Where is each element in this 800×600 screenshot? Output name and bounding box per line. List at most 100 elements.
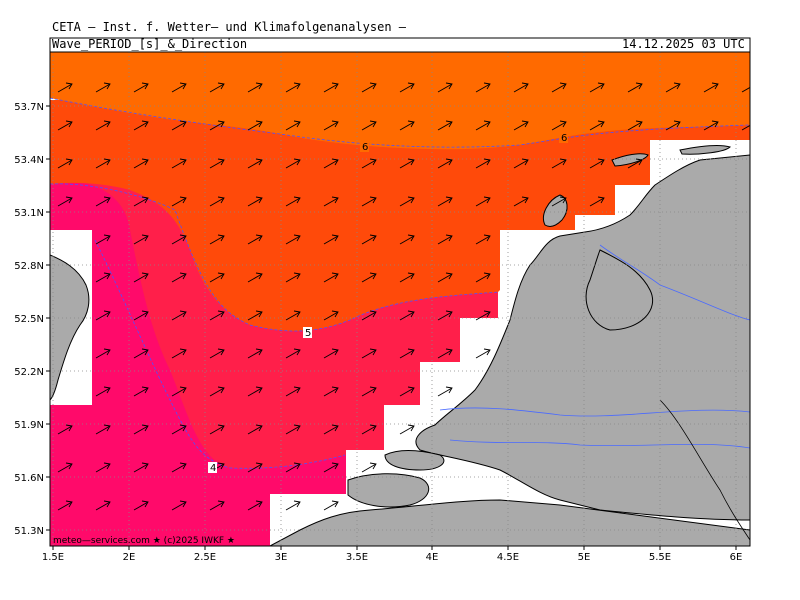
wave-arrow: [171, 82, 187, 93]
border-line: [659, 399, 750, 541]
wave-arrow: [57, 120, 73, 131]
wave-arrow: [589, 120, 605, 131]
wave-arrow: [361, 272, 377, 283]
x-tick-label: 5.5E: [649, 552, 671, 563]
wave-arrow: [475, 234, 491, 245]
wave-arrow: [95, 348, 111, 359]
wave-arrow: [247, 310, 263, 321]
wave-arrow: [361, 158, 377, 169]
wave-arrow: [551, 196, 567, 207]
wave-arrow: [247, 500, 263, 511]
wave-arrow: [95, 120, 111, 131]
wave-arrow: [95, 196, 111, 207]
zeeland-island-2: [347, 473, 430, 508]
x-axis-ticks: 1.5E 2E 2.5E 3E 3.5E 4E 4.5E 5E 5.5E 6E: [42, 546, 742, 563]
header-frame: [49, 37, 751, 53]
wave-arrow: [399, 310, 415, 321]
wave-arrow: [247, 386, 263, 397]
wave-arrow: [285, 500, 301, 511]
institute-title: CETA — Inst. f. Wetter— und Klimafolgena…: [52, 20, 407, 34]
wave-arrow: [285, 272, 301, 283]
wave-arrow: [133, 196, 149, 207]
contour-label-4: 4: [210, 463, 216, 474]
contour-label-6a: 6: [362, 142, 368, 153]
wave-arrow: [57, 424, 73, 435]
y-tick-label: 51.6N: [14, 473, 44, 484]
x-tick-label: 6E: [730, 552, 743, 563]
wave-arrow: [247, 82, 263, 93]
period-zone-6-plus: [50, 52, 750, 150]
x-tick-label: 2.5E: [194, 552, 216, 563]
x-tick-label: 1.5E: [42, 552, 64, 563]
wave-arrow: [361, 310, 377, 321]
wave-arrow: [627, 82, 643, 93]
wave-arrow: [209, 158, 225, 169]
wave-arrow: [475, 310, 491, 321]
x-tick-label: 4.5E: [497, 552, 519, 563]
wave-arrow: [209, 234, 225, 245]
wave-arrow: [323, 348, 339, 359]
wave-arrow: [247, 120, 263, 131]
wave-arrow: [399, 234, 415, 245]
wave-arrow: [95, 272, 111, 283]
wave-arrow: [399, 196, 415, 207]
y-tick-label: 53.4N: [14, 155, 44, 166]
wave-arrow: [285, 386, 301, 397]
wave-arrow: [589, 82, 605, 93]
wave-direction-arrows: [57, 82, 750, 511]
wave-arrow: [437, 234, 453, 245]
wave-arrow: [703, 82, 719, 93]
y-tick-label: 53.7N: [14, 102, 44, 113]
y-tick-label: 52.8N: [14, 261, 44, 272]
wave-arrow: [171, 310, 187, 321]
wave-arrow: [399, 424, 415, 435]
wave-arrow: [361, 82, 377, 93]
y-tick-label: 51.9N: [14, 420, 44, 431]
netherlands-land: [415, 154, 750, 521]
wave-arrow: [323, 386, 339, 397]
wave-arrow: [627, 120, 643, 131]
graticule-grid: [50, 52, 750, 546]
y-tick-label: 52.2N: [14, 367, 44, 378]
wave-arrow: [513, 82, 529, 93]
wave-arrow: [437, 310, 453, 321]
wave-arrow: [323, 158, 339, 169]
wave-arrow: [133, 348, 149, 359]
wave-arrow: [171, 158, 187, 169]
wave-arrow: [285, 158, 301, 169]
ijsselmeer-lake: [585, 249, 653, 331]
wave-arrow: [285, 424, 301, 435]
wave-arrow: [133, 424, 149, 435]
wave-arrow: [589, 158, 605, 169]
wave-arrow: [437, 272, 453, 283]
wave-arrow: [57, 462, 73, 473]
wave-arrow: [285, 462, 301, 473]
y-tick-label: 53.1N: [14, 208, 44, 219]
england-coast: [50, 254, 90, 401]
wave-arrow: [551, 158, 567, 169]
wave-arrow: [171, 500, 187, 511]
wave-arrow: [95, 500, 111, 511]
wave-arrow: [437, 120, 453, 131]
wave-arrow: [361, 386, 377, 397]
wave-arrow: [437, 158, 453, 169]
wave-arrow: [323, 82, 339, 93]
wave-arrow: [551, 120, 567, 131]
wave-arrow: [475, 120, 491, 131]
wave-arrow: [399, 386, 415, 397]
contour-line-4: [94, 239, 346, 469]
wave-arrow: [171, 348, 187, 359]
wave-arrow: [209, 386, 225, 397]
wave-arrow: [133, 462, 149, 473]
y-tick-label: 51.3N: [14, 526, 44, 537]
wave-arrow: [399, 158, 415, 169]
wave-arrow: [399, 348, 415, 359]
credit-label: meteo—services.com ★ (c)2025 IWKF ★: [53, 536, 235, 546]
contour-line-5: [50, 183, 501, 332]
x-tick-label: 3.5E: [346, 552, 368, 563]
wave-arrow: [209, 424, 225, 435]
wave-arrow: [741, 83, 750, 93]
wave-arrow: [247, 462, 263, 473]
wave-arrow: [171, 424, 187, 435]
